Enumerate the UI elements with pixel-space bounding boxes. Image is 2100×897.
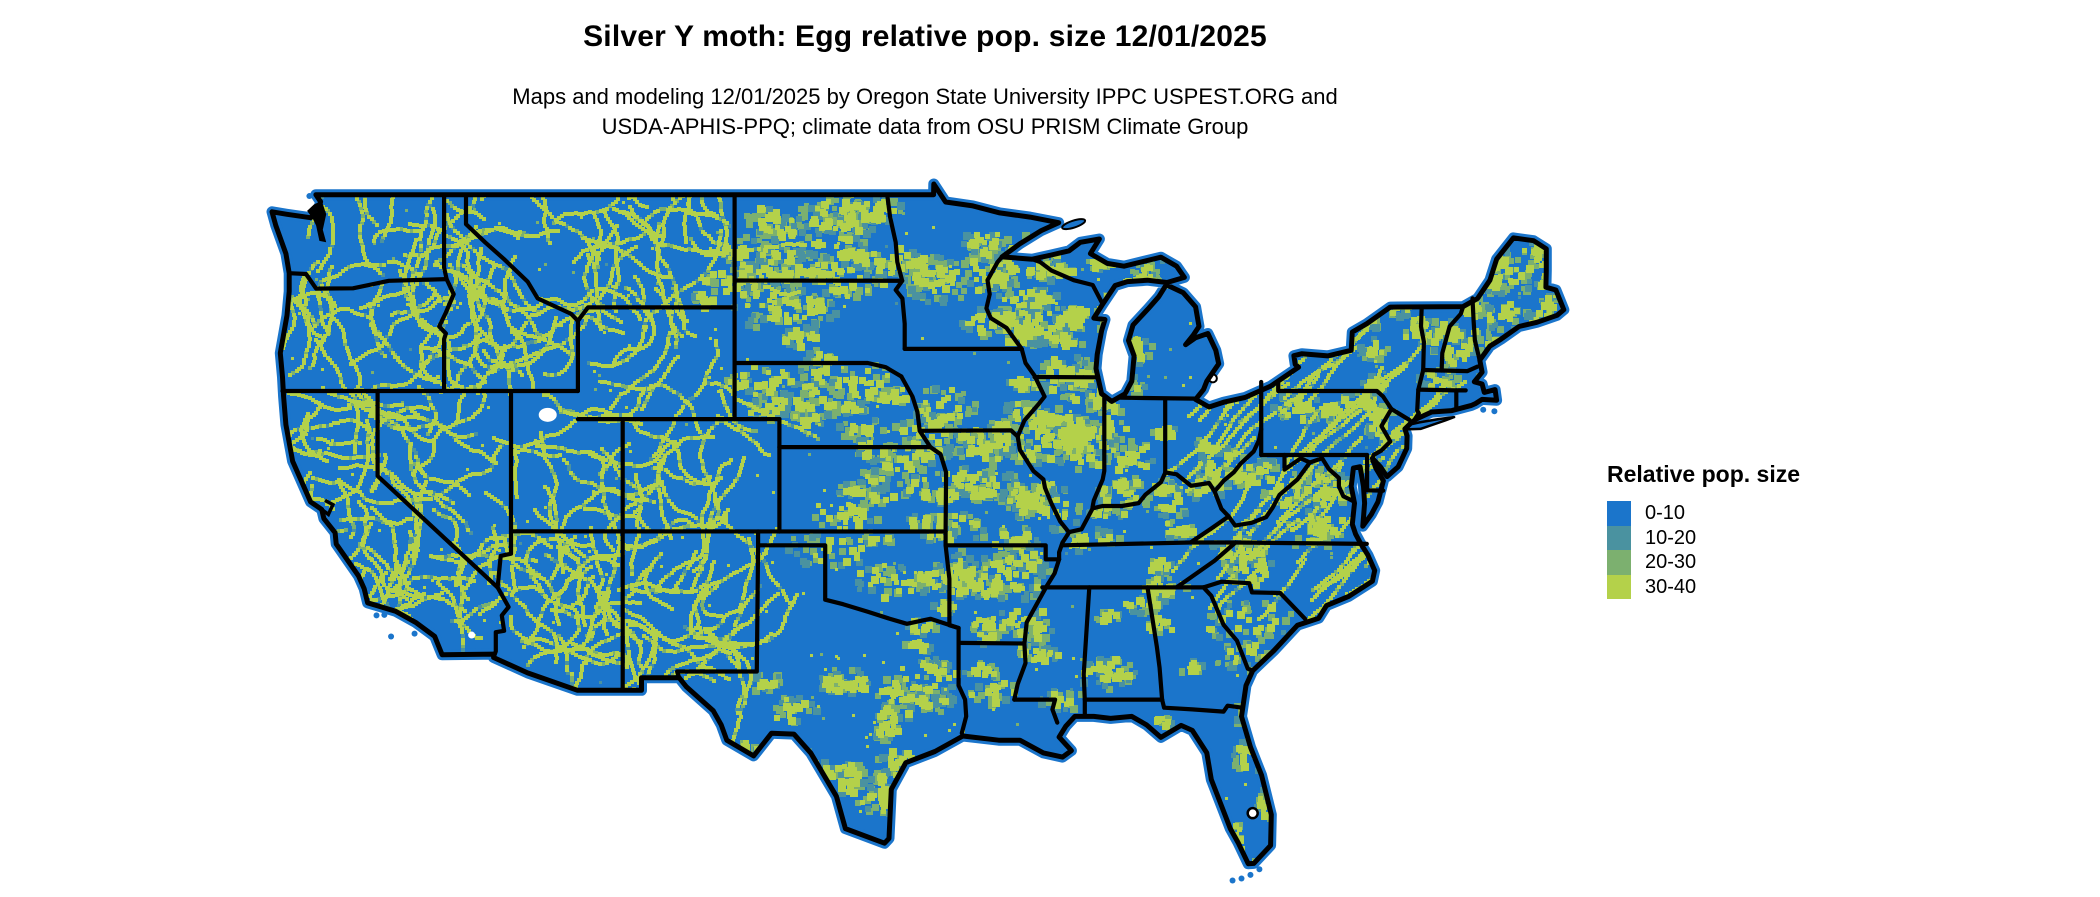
san-juan-island: [306, 193, 313, 200]
channel-island: [388, 633, 395, 640]
national-outline: [269, 181, 1567, 867]
legend-item-label: 30-40: [1645, 575, 1697, 598]
legend-item-label: 0-10: [1645, 502, 1686, 524]
salton-sea: [468, 631, 476, 639]
legend-item: 30-40: [1607, 574, 1800, 599]
legend-items: 0-10 10-20 20-30 30-40: [1607, 501, 1800, 599]
florida-key: [1247, 871, 1254, 878]
legend: Relative pop. size 0-10 10-20 20-30 30-4…: [1607, 461, 1800, 599]
page-subtitle: Maps and modeling 12/01/2025 by Oregon S…: [0, 82, 1850, 142]
isle-royale: [1061, 218, 1087, 231]
channel-island: [381, 611, 388, 618]
puget-sound: [307, 200, 327, 243]
florida-key: [1229, 877, 1236, 884]
legend-item: 10-20: [1607, 525, 1800, 550]
legend-item: 20-30: [1607, 550, 1800, 575]
subtitle-line-2: USDA-APHIS-PPQ; climate data from OSU PR…: [601, 114, 1249, 139]
legend-item-label: 20-30: [1645, 551, 1697, 573]
state-borders: [280, 192, 1482, 736]
legend-swatch: [1607, 525, 1631, 550]
legend-swatch: [1607, 574, 1631, 599]
page-title: Silver Y moth: Egg relative pop. size 12…: [583, 20, 1267, 53]
florida-key: [1256, 866, 1263, 873]
legend-swatch: [1607, 550, 1631, 575]
lake-okeechobee: [1246, 806, 1259, 820]
florida-key: [1238, 875, 1245, 882]
legend-item-label: 10-20: [1645, 526, 1697, 549]
long-island: [1405, 415, 1456, 431]
legend-title: Relative pop. size: [1607, 461, 1801, 487]
legend-item: 0-10: [1607, 501, 1800, 526]
san-francisco-bay: [320, 498, 336, 518]
channel-island: [373, 612, 380, 619]
island: [1491, 408, 1498, 415]
legend-swatch: [1607, 501, 1631, 526]
channel-island: [411, 630, 418, 637]
subtitle-line-1: Maps and modeling 12/01/2025 by Oregon S…: [512, 84, 1338, 109]
great-salt-lake: [538, 407, 557, 422]
island: [1480, 406, 1487, 413]
